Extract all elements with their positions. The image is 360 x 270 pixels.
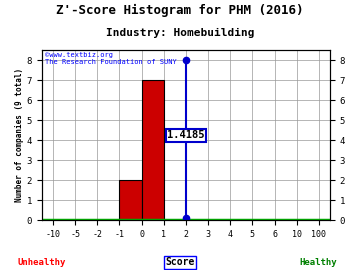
Text: 1.4185: 1.4185	[167, 130, 204, 140]
Text: Unhealthy: Unhealthy	[17, 258, 66, 267]
Y-axis label: Number of companies (9 total): Number of companies (9 total)	[15, 68, 24, 202]
Text: ©www.textbiz.org
The Research Foundation of SUNY: ©www.textbiz.org The Research Foundation…	[45, 52, 176, 65]
Text: Score: Score	[165, 257, 195, 267]
Text: Industry: Homebuilding: Industry: Homebuilding	[106, 28, 254, 38]
Bar	[120, 180, 141, 220]
Bar	[141, 80, 164, 220]
Text: Healthy: Healthy	[300, 258, 337, 267]
Text: Z'-Score Histogram for PHM (2016): Z'-Score Histogram for PHM (2016)	[56, 4, 304, 17]
